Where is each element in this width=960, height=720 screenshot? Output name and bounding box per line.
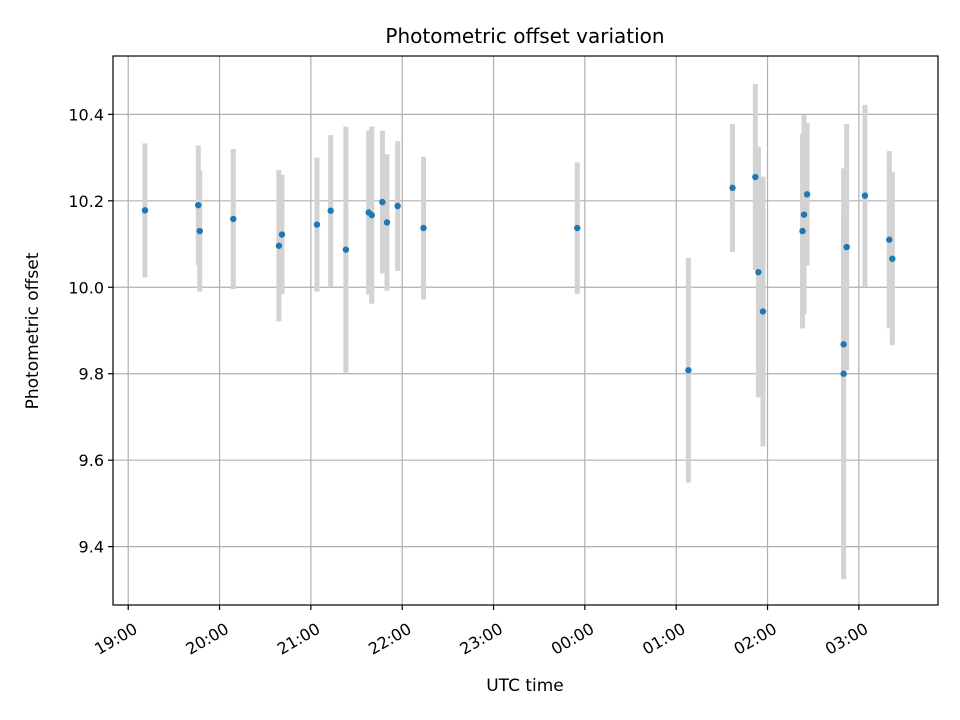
data-point xyxy=(278,231,286,238)
y-tick-label: 10.2 xyxy=(68,192,104,211)
data-point xyxy=(313,221,321,228)
data-point xyxy=(342,246,350,253)
data-point xyxy=(803,191,811,198)
data-point xyxy=(800,211,808,218)
y-tick-label: 10.4 xyxy=(68,105,104,124)
data-point xyxy=(843,243,850,251)
data-point xyxy=(574,224,581,232)
y-tick-label: 9.4 xyxy=(79,538,104,557)
y-tick-label: 9.8 xyxy=(79,365,104,384)
y-tick-label: 10.0 xyxy=(68,278,104,297)
data-point xyxy=(394,202,401,210)
chart-title: Photometric offset variation xyxy=(385,24,664,48)
data-point xyxy=(196,227,203,235)
data-point xyxy=(420,224,427,232)
data-point xyxy=(383,219,391,226)
data-point xyxy=(141,207,149,214)
y-axis: 9.4 9.6 9.8 10.0 10.2 10.4 xyxy=(68,105,113,557)
x-axis-label: UTC time xyxy=(486,676,564,696)
data-point xyxy=(685,367,692,374)
data-point xyxy=(889,255,896,262)
plot-frame xyxy=(112,55,939,606)
data-point xyxy=(840,370,847,377)
data-point xyxy=(368,211,375,219)
data-point xyxy=(275,242,283,249)
data-point xyxy=(195,201,202,209)
y-tick-label: 9.6 xyxy=(79,451,104,470)
data-point xyxy=(379,198,386,206)
data-point xyxy=(327,207,334,214)
data-point xyxy=(755,268,762,276)
data-point xyxy=(729,184,736,192)
data-points xyxy=(141,173,896,377)
data-point xyxy=(759,308,767,315)
data-point xyxy=(752,173,759,181)
plot-area xyxy=(113,56,938,605)
data-point xyxy=(886,236,893,243)
y-axis-label: Photometric offset xyxy=(23,252,43,409)
data-point xyxy=(230,215,237,223)
data-point xyxy=(840,341,847,348)
grid xyxy=(113,56,938,605)
data-point xyxy=(861,192,869,199)
data-point xyxy=(799,227,806,235)
